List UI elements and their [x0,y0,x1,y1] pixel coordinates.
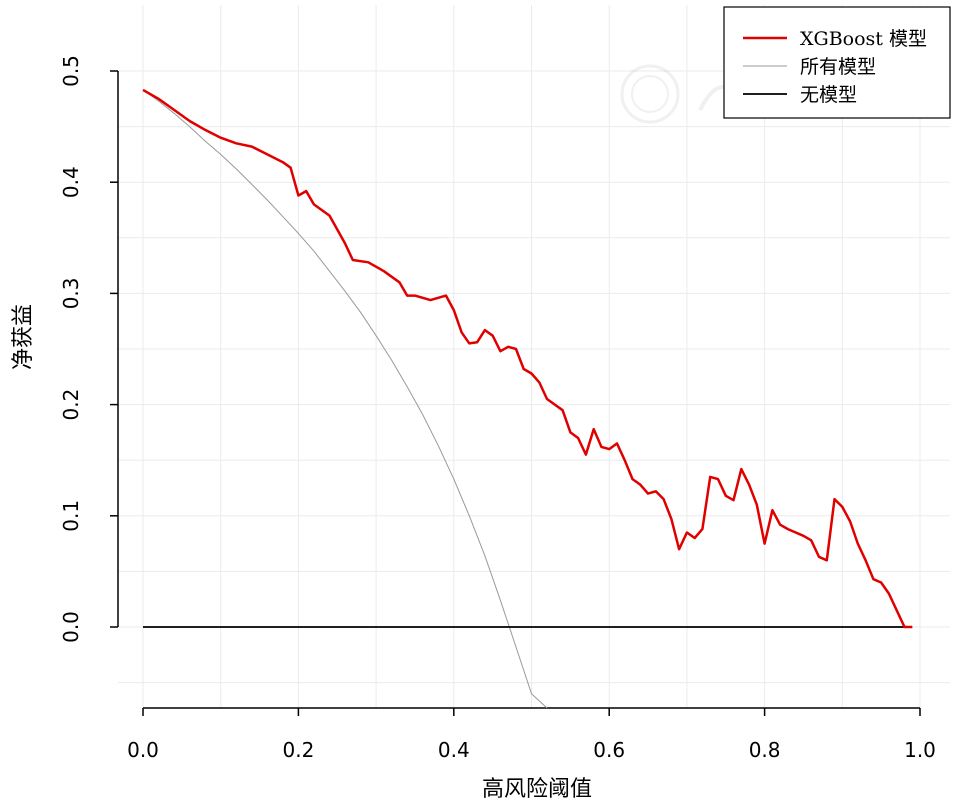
y-tick-label: 0.1 [59,500,83,532]
x-tick-label: 0.4 [438,738,470,762]
x-tick-label: 0.6 [593,738,625,762]
legend-label: XGBoost 模型 [800,28,927,50]
x-tick-label: 1.0 [904,738,936,762]
x-tick-label: 0.8 [749,738,781,762]
y-tick-label: 0.2 [59,389,83,421]
legend-label: 无模型 [800,84,857,106]
legend-label: 所有模型 [800,56,876,78]
y-tick-label: 0.3 [59,277,83,309]
series-line-xgboost [142,88,913,629]
legend-box [723,6,951,119]
y-tick-label: 0.5 [59,55,83,87]
axes: 0.0 0.2 0.4 0.6 0.8 1.0 0.0 0.1 0.2 0.3 0.4 0.5 [59,55,936,762]
x-tick-label: 0.2 [282,738,314,762]
series-line-all [142,89,548,709]
x-tick-label: 0.0 [127,738,159,762]
series-lines [142,88,913,709]
y-axis-title: 净获益 [11,304,36,370]
x-axis-title: 高风险阈值 [482,777,592,802]
y-tick-label: 0.0 [59,611,83,643]
y-tick-label: 0.4 [59,166,83,198]
